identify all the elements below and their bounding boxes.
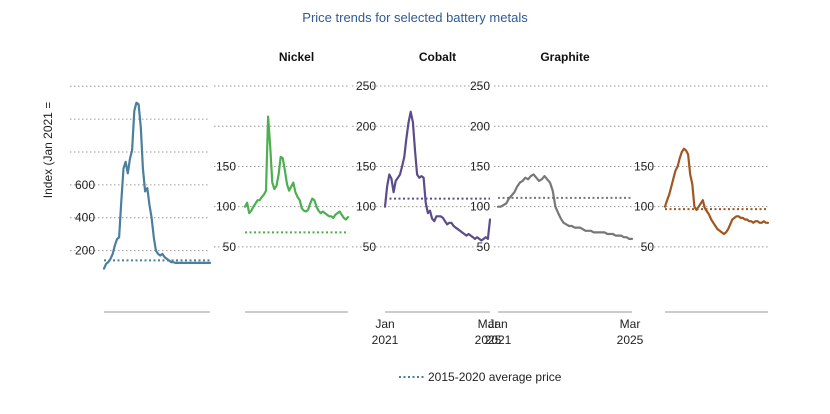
y-tick-label: 150	[634, 159, 654, 173]
y-tick-label: 50	[477, 240, 491, 254]
panel-title: Nickel	[279, 50, 314, 64]
y-axis-label: Index (Jan 2021 =	[41, 102, 55, 198]
x-tick-label: Jan	[488, 317, 507, 331]
x-tick-label: 2021	[372, 333, 399, 347]
y-tick-label: 150	[356, 159, 376, 173]
y-tick-label: 250	[356, 79, 376, 93]
x-tick-label: Jan	[375, 317, 394, 331]
y-tick-label: 150	[216, 159, 236, 173]
series-line	[663, 147, 770, 236]
y-tick-label: 100	[356, 200, 376, 214]
y-tick-label: 200	[470, 119, 490, 133]
series-line	[496, 173, 634, 240]
y-tick-label: 50	[641, 240, 655, 254]
y-tick-label: 200	[75, 244, 95, 258]
x-tick-label: Mar	[620, 317, 641, 331]
y-tick-label: 200	[356, 119, 376, 133]
y-tick-label: 250	[470, 79, 490, 93]
chart-title: Price trends for selected battery metals	[302, 10, 528, 25]
panel-title: Cobalt	[419, 50, 456, 64]
x-tick-label: 2021	[485, 333, 512, 347]
series-line	[383, 110, 492, 242]
y-tick-label: 50	[223, 240, 237, 254]
x-tick-label: 2025	[617, 333, 644, 347]
y-tick-label: 50	[363, 240, 377, 254]
legend-label: 2015-2020 average price	[428, 370, 562, 384]
y-tick-label: 100	[470, 200, 490, 214]
y-tick-label: 400	[75, 211, 95, 225]
y-tick-label: 100	[634, 200, 654, 214]
x-tick-label: 2025	[475, 333, 502, 347]
series-line	[102, 101, 212, 270]
y-tick-label: 600	[75, 178, 95, 192]
panel-title: Graphite	[540, 50, 590, 64]
y-tick-label: 150	[470, 159, 490, 173]
x-tick-label: Mar	[478, 317, 499, 331]
y-tick-label: 100	[216, 200, 236, 214]
series-line	[243, 115, 350, 221]
